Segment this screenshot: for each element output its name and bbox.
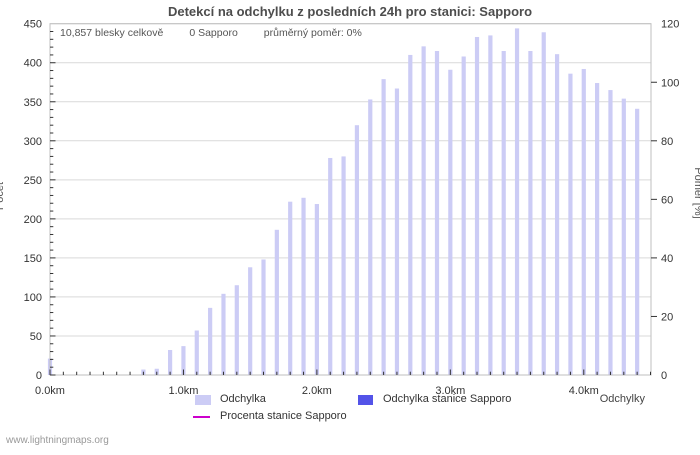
svg-text:1.0km: 1.0km	[168, 385, 198, 397]
svg-text:2.0km: 2.0km	[302, 385, 332, 397]
svg-text:250: 250	[24, 175, 42, 187]
svg-text:80: 80	[661, 136, 673, 148]
svg-text:400: 400	[24, 58, 42, 70]
svg-text:100: 100	[661, 77, 679, 89]
svg-text:60: 60	[661, 194, 673, 206]
svg-text:4.0km: 4.0km	[569, 385, 599, 397]
svg-text:0.0km: 0.0km	[35, 385, 65, 397]
svg-text:300: 300	[24, 136, 42, 148]
svg-text:50: 50	[30, 331, 42, 343]
svg-text:0: 0	[36, 370, 42, 382]
svg-text:120: 120	[661, 19, 679, 31]
svg-text:450: 450	[24, 19, 42, 31]
svg-text:150: 150	[24, 253, 42, 265]
svg-text:40: 40	[661, 253, 673, 265]
svg-text:20: 20	[661, 311, 673, 323]
svg-text:0: 0	[661, 370, 667, 382]
svg-text:100: 100	[24, 292, 42, 304]
svg-text:200: 200	[24, 214, 42, 226]
svg-text:350: 350	[24, 97, 42, 109]
